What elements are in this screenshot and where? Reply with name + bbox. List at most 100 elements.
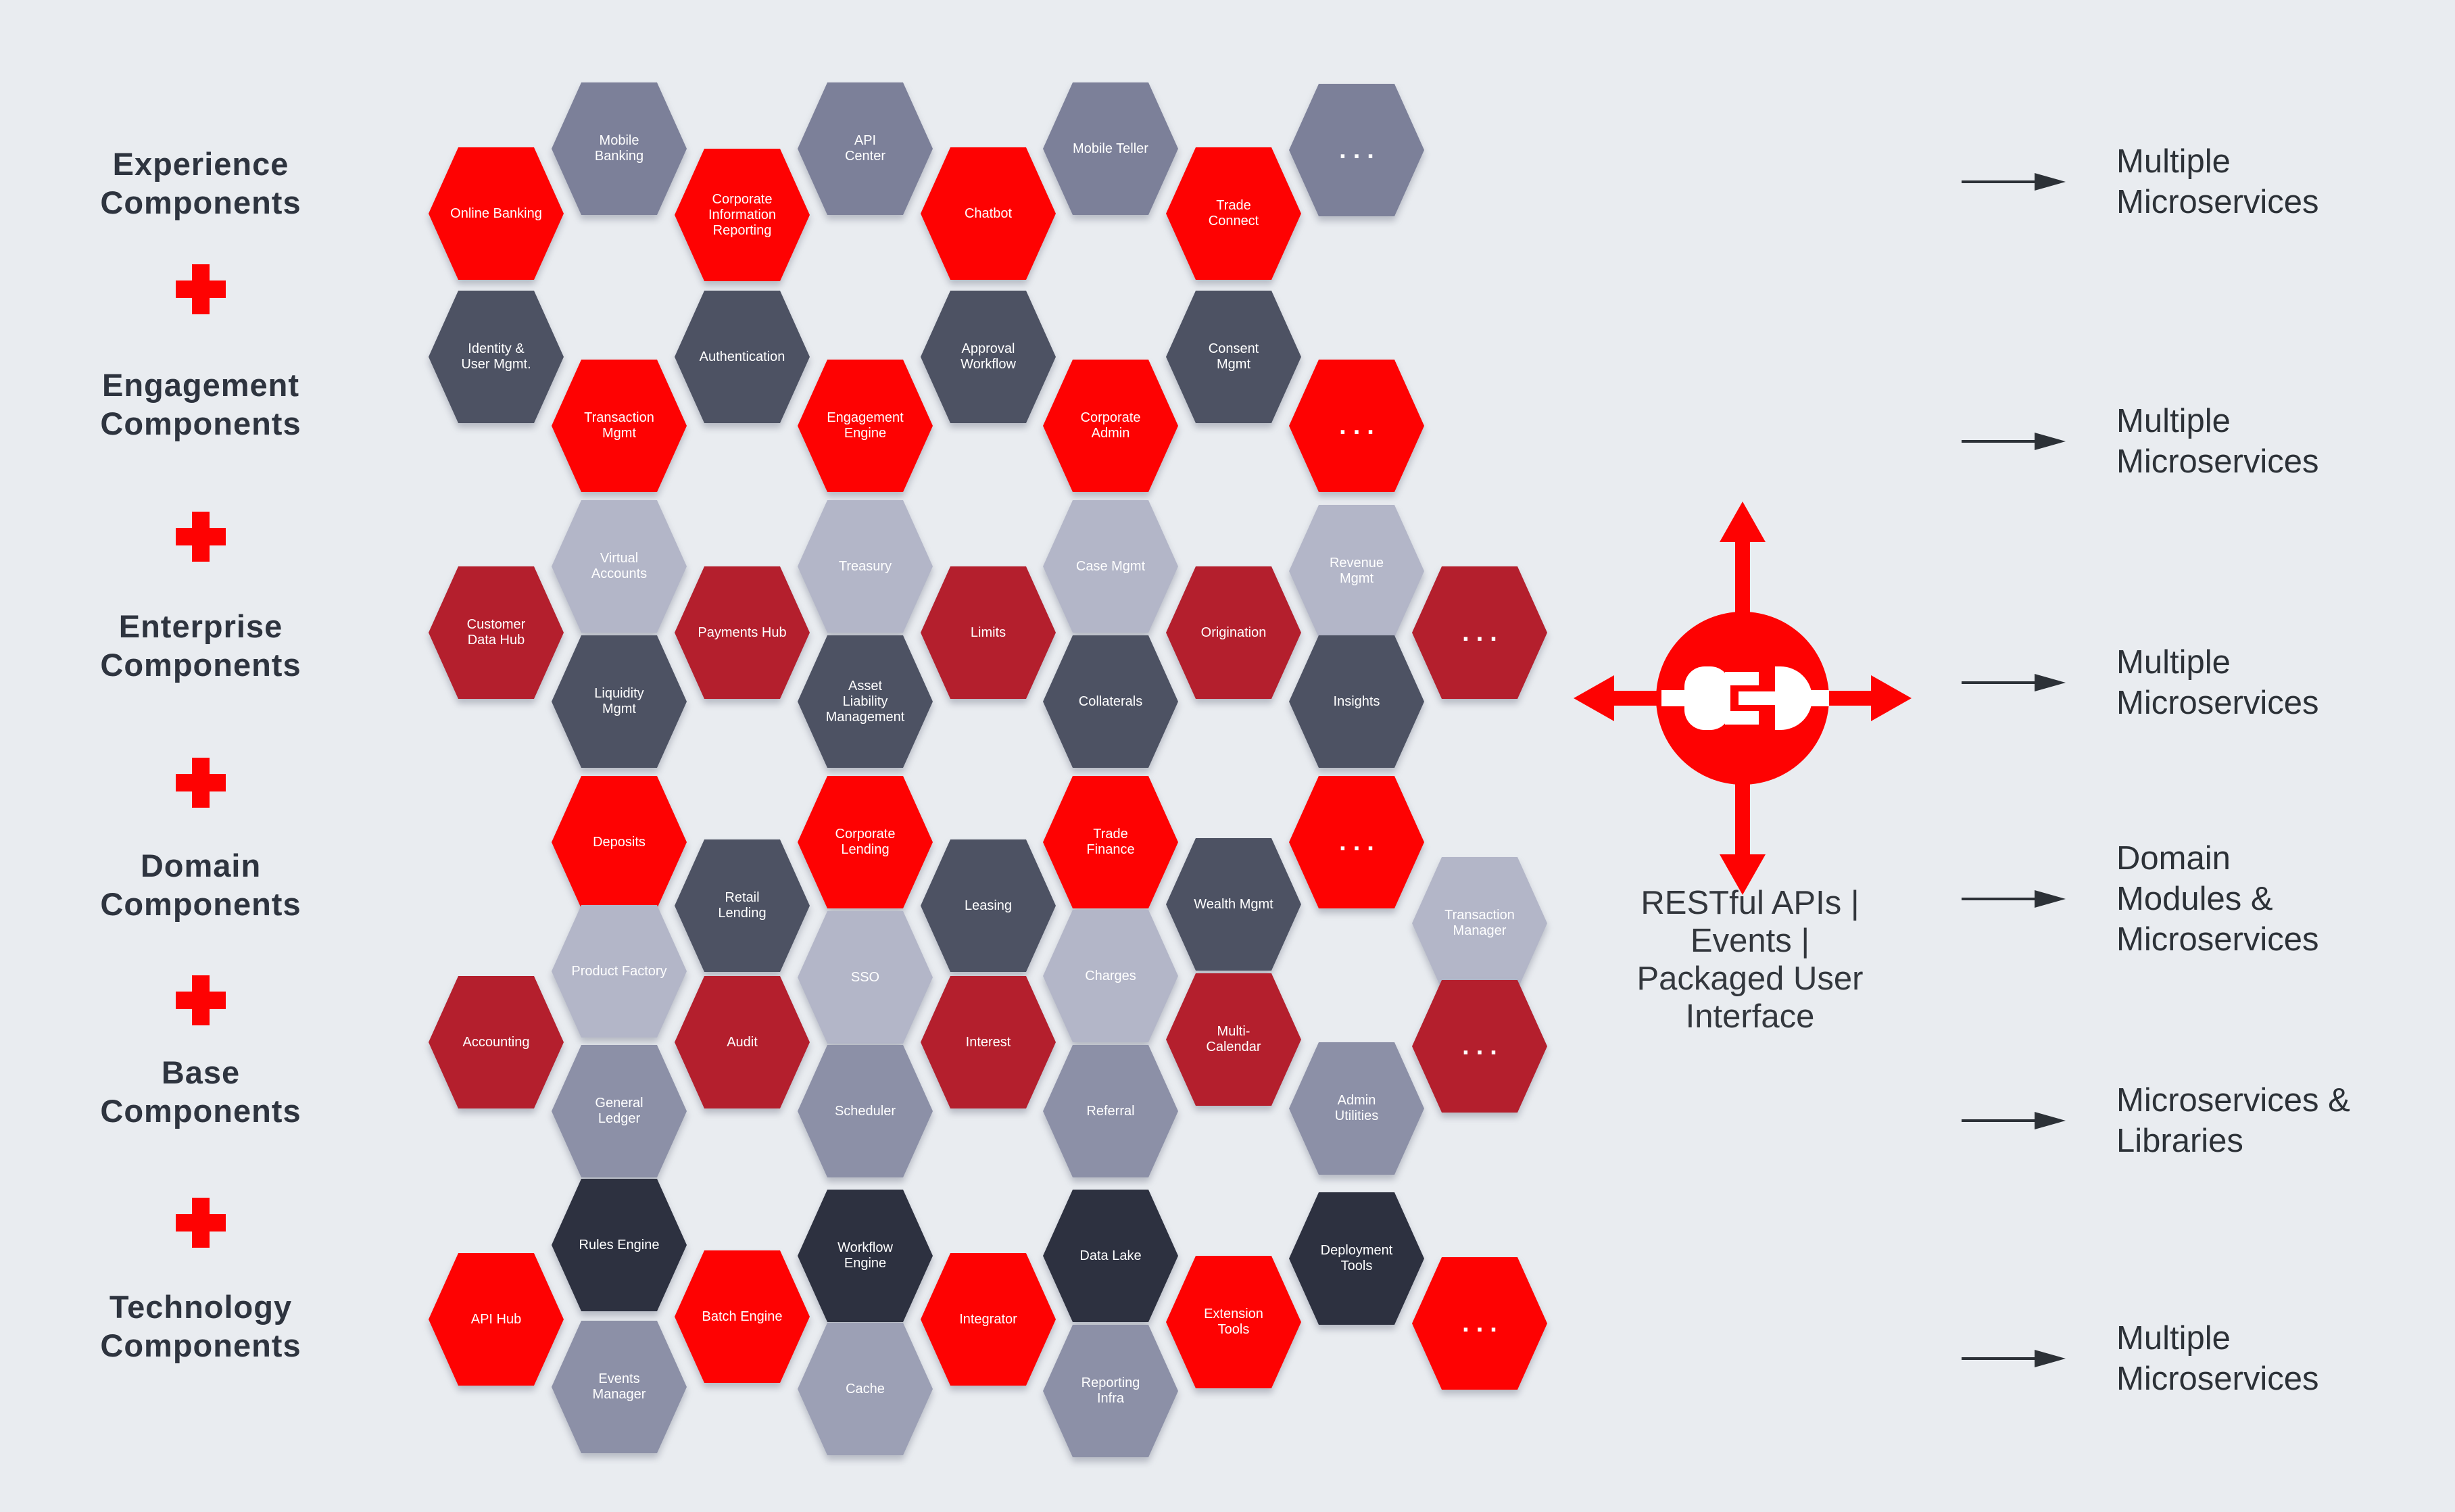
hex-shape: ... [1412, 980, 1547, 1113]
hex-label: ... [1339, 136, 1381, 164]
hex-shape: Extension Tools [1166, 1256, 1301, 1388]
hex-label: Scheduler [834, 1103, 896, 1119]
hex-label: Interest [965, 1034, 1011, 1050]
hex-label: Workflow Engine [837, 1240, 893, 1271]
hex-label: Corporate Lending [835, 827, 896, 857]
hex-shape: Approval Workflow [921, 291, 1056, 423]
hex-shape: Deployment Tools [1289, 1192, 1424, 1325]
hex-payments-hub: Payments Hub [675, 566, 810, 699]
plus-icon [176, 975, 226, 1025]
hex-treasury: Treasury [798, 500, 933, 633]
hex-mobile-teller: Mobile Teller [1043, 82, 1178, 215]
hex-shape: Product Factory [552, 905, 687, 1038]
hex-shape: Identity & User Mgmt. [429, 291, 564, 423]
hex-api-center: API Center [798, 82, 933, 215]
hex-label: Trade Connect [1208, 198, 1259, 228]
hex-shape: Consent Mgmt [1166, 291, 1301, 423]
hex-shape: Rules Engine [552, 1179, 687, 1311]
hex-shape: Engagement Engine [798, 360, 933, 492]
hex-shape: ... [1412, 566, 1547, 699]
hex-dots: ... [1412, 566, 1547, 699]
hex-charges: Charges [1043, 910, 1178, 1042]
hex-label: Customer Data Hub [466, 617, 526, 648]
hex-asset-liability-management: Asset Liability Management [798, 635, 933, 768]
hex-label: General Ledger [595, 1096, 643, 1126]
hub-caption: RESTful APIs | Events | Packaged User In… [1636, 885, 1864, 1035]
hex-api-hub: API Hub [429, 1253, 564, 1386]
hex-shape: Leasing [921, 839, 1056, 972]
annotation-label: Multiple Microservices [2116, 644, 2319, 721]
hex-label: Transaction Mgmt [584, 410, 654, 441]
hex-sso: SSO [798, 911, 933, 1044]
hex-shape: Admin Utilities [1289, 1042, 1424, 1175]
plug-integration-icon [1574, 502, 1912, 895]
hex-shape: Integrator [921, 1253, 1056, 1386]
hex-shape: Origination [1166, 566, 1301, 699]
hex-label: Treasury [838, 558, 892, 574]
hex-transaction-mgmt: Transaction Mgmt [552, 360, 687, 492]
hex-shape: Liquidity Mgmt [552, 635, 687, 768]
hex-interest: Interest [921, 976, 1056, 1108]
hex-integrator: Integrator [921, 1253, 1056, 1386]
hex-label: Accounting [462, 1034, 530, 1050]
hex-shape: Wealth Mgmt [1166, 838, 1301, 971]
right-arrow-icon [1962, 1350, 2066, 1367]
hex-label: Authentication [699, 349, 785, 364]
hex-dots: ... [1289, 84, 1424, 216]
plus-icon [176, 264, 226, 314]
hex-label: Approval Workflow [961, 341, 1016, 372]
hex-label: Charges [1085, 968, 1136, 983]
right-arrow-icon [1962, 674, 2066, 691]
hex-shape: ... [1412, 1257, 1547, 1390]
hex-trade-finance: Trade Finance [1043, 776, 1178, 908]
hex-shape: Audit [675, 976, 810, 1108]
hex-general-ledger: General Ledger [552, 1045, 687, 1177]
hex-scheduler: Scheduler [798, 1045, 933, 1177]
annotation-label: Multiple Microservices [2116, 1320, 2319, 1397]
hex-shape: Corporate Lending [798, 776, 933, 908]
hex-shape: Trade Connect [1166, 147, 1301, 280]
hex-collaterals: Collaterals [1043, 635, 1178, 768]
hex-label: API Center [844, 133, 886, 164]
hex-trade-connect: Trade Connect [1166, 147, 1301, 280]
hex-reporting-infra: Reporting Infra [1043, 1325, 1178, 1457]
category-label-enterprise: Enterprise Components [100, 608, 301, 683]
hex-label: Rules Engine [579, 1237, 660, 1252]
hex-label: Mobile Banking [594, 133, 644, 164]
hex-shape: Interest [921, 976, 1056, 1108]
hex-dots: ... [1412, 980, 1547, 1113]
hex-shape: Scheduler [798, 1045, 933, 1177]
hex-identity-user-mgmt: Identity & User Mgmt. [429, 291, 564, 423]
hex-approval-workflow: Approval Workflow [921, 291, 1056, 423]
hex-label: Case Mgmt [1075, 558, 1146, 574]
hex-multi-calendar: Multi- Calendar [1166, 973, 1301, 1106]
hex-label: Retail Lending [718, 890, 767, 921]
hex-events-manager: Events Manager [552, 1321, 687, 1453]
hex-consent-mgmt: Consent Mgmt [1166, 291, 1301, 423]
hex-engagement-engine: Engagement Engine [798, 360, 933, 492]
hex-shape: Authentication [675, 291, 810, 423]
hex-dots: ... [1289, 776, 1424, 908]
hex-audit: Audit [675, 976, 810, 1108]
hex-label: Transaction Manager [1444, 908, 1515, 938]
hex-shape: Virtual Accounts [552, 500, 687, 633]
hex-label: Liquidity Mgmt [594, 686, 644, 716]
hex-shape: Retail Lending [675, 839, 810, 972]
hex-retail-lending: Retail Lending [675, 839, 810, 972]
hex-revenue-mgmt: Revenue Mgmt [1289, 505, 1424, 637]
hex-label: Engagement Engine [827, 410, 904, 441]
hex-label: Mobile Teller [1073, 141, 1148, 156]
hex-customer-data-hub: Customer Data Hub [429, 566, 564, 699]
hex-label: ... [1462, 1309, 1504, 1338]
hex-label: Corporate Information Reporting [708, 191, 777, 238]
hex-insights: Insights [1289, 635, 1424, 768]
hex-label: Deposits [593, 834, 646, 850]
hex-shape: Deposits [552, 776, 687, 908]
hex-shape: Multi- Calendar [1166, 973, 1301, 1106]
right-arrow-icon [1962, 1112, 2066, 1129]
hex-label: Consent Mgmt [1208, 341, 1259, 372]
hex-label: Chatbot [964, 205, 1013, 221]
hex-shape: API Hub [429, 1253, 564, 1386]
hex-label: Corporate Admin [1080, 410, 1141, 441]
hex-shape: Payments Hub [675, 566, 810, 699]
